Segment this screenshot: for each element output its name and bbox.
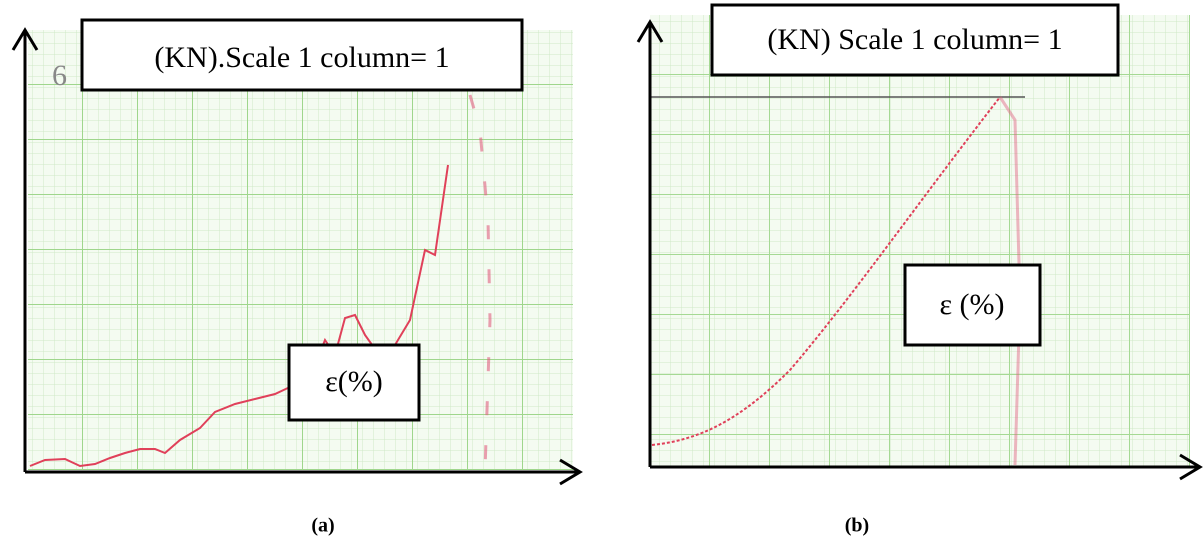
grid-coarse — [650, 15, 1190, 467]
header-text: (KN) Scale 1 column= 1 — [767, 23, 1062, 56]
caption: (b) — [845, 515, 869, 537]
figure: 6 (KN).Scale 1 column= 1 ε(%) (a) (KN) S… — [0, 0, 1203, 545]
axis-label: ε (%) — [939, 288, 1004, 321]
header-text: (KN).Scale 1 column= 1 — [154, 41, 449, 74]
panel-b: (KN) Scale 1 column= 1 ε (%) (b) — [638, 5, 1200, 537]
panel-a: 6 (KN).Scale 1 column= 1 ε(%) (a) — [13, 20, 580, 537]
caption: (a) — [311, 515, 334, 537]
axis-label: ε(%) — [325, 365, 383, 398]
handwritten-note: 6 — [52, 59, 67, 92]
